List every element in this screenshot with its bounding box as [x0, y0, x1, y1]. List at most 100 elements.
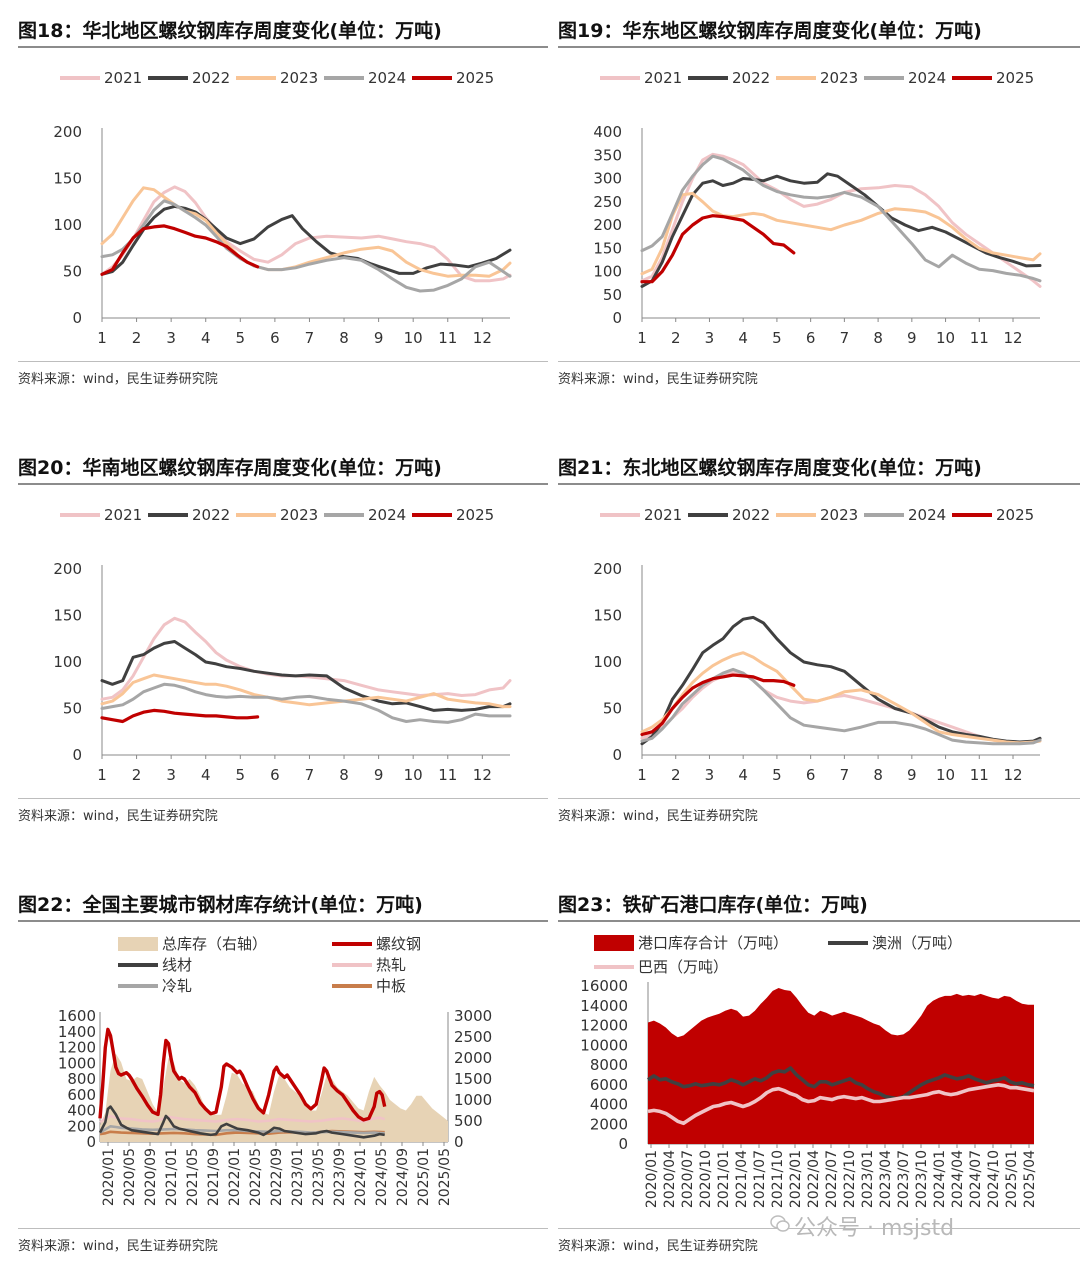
y-tick-label-left: 1200: [58, 1039, 96, 1057]
x-tick-label: 7: [305, 329, 315, 347]
series-line-2023: [100, 673, 512, 709]
x-tick-label: 2021/05: [185, 1148, 201, 1206]
y-tick-label-left: 200: [67, 1117, 96, 1135]
source-rule: [558, 361, 1080, 362]
title-rule: [18, 920, 548, 922]
watermark: 公众号 · msjstd: [794, 1216, 955, 1241]
legend-swatch-总库存（右轴）: [118, 937, 158, 951]
y-tick-label: 6000: [590, 1076, 628, 1094]
y-tick-label-right: 2000: [454, 1049, 492, 1067]
x-tick-label: 2025/01: [416, 1148, 432, 1206]
series-line-2021: [100, 185, 512, 283]
source-note: 资料来源：wind，民生证券研究院: [18, 1239, 218, 1254]
y-tick-label: 12000: [580, 1017, 628, 1035]
y-tick-label: 0: [72, 746, 82, 764]
x-tick-label: 2024/05: [374, 1148, 390, 1206]
x-tick-label: 2: [132, 766, 142, 784]
x-tick-label: 2022/01: [227, 1148, 243, 1206]
y-tick-label-left: 800: [67, 1070, 96, 1088]
x-tick-label: 9: [907, 766, 917, 784]
x-tick-label: 2022/04: [806, 1150, 822, 1208]
series-line-2022: [100, 640, 512, 712]
legend-label-总库存（右轴）: 总库存（右轴）: [162, 935, 267, 953]
y-tick-label-left: 400: [67, 1102, 96, 1120]
title-rule: [558, 483, 1080, 485]
x-tick-label: 9: [907, 329, 917, 347]
y-tick-label: 200: [53, 123, 82, 141]
y-tick-label: 0: [72, 309, 82, 327]
y-tick-label: 150: [593, 239, 622, 257]
title-rule: [558, 920, 1080, 922]
y-tick-label-left: 0: [86, 1133, 96, 1151]
x-tick-label: 12: [473, 329, 492, 347]
x-tick-label: 9: [374, 766, 384, 784]
x-tick-label: 2022/01: [788, 1150, 804, 1208]
x-tick-label: 2: [132, 329, 142, 347]
series-line-线材: [98, 1105, 385, 1139]
series-line-2025: [100, 708, 260, 724]
series-line-2024: [640, 154, 1042, 283]
x-tick-label: 9: [374, 329, 384, 347]
chart-title: 图18：华北地区螺纹钢库存周度变化(单位：万吨): [18, 20, 442, 42]
x-tick-label: 12: [1003, 329, 1022, 347]
x-tick-label: 4: [201, 766, 211, 784]
source-rule: [558, 798, 1080, 799]
source-note: 资料来源：wind，民生证券研究院: [18, 372, 218, 387]
series-line-2023: [640, 191, 1042, 276]
title-rule: [558, 46, 1080, 48]
x-tick-label: 2022/05: [248, 1148, 264, 1206]
x-tick-label: 10: [936, 766, 955, 784]
x-tick-label: 4: [738, 766, 748, 784]
x-tick-label: 2021/07: [752, 1150, 768, 1208]
x-tick-label: 1: [97, 329, 107, 347]
x-tick-label: 2020/10: [698, 1150, 714, 1208]
x-tick-label: 2022/07: [824, 1150, 840, 1208]
source-rule: [18, 798, 548, 799]
x-tick-label: 2020/07: [680, 1150, 696, 1208]
series-line-2025: [640, 214, 796, 284]
x-tick-label: 2024/07: [968, 1150, 984, 1208]
legend-label-港口库存合计（万吨）: 港口库存合计（万吨）: [638, 934, 788, 952]
chart-title: 图19：华东地区螺纹钢库存周度变化(单位：万吨): [558, 20, 982, 42]
legend-label-2023: 2023: [280, 506, 318, 524]
x-tick-label: 7: [840, 329, 850, 347]
x-tick-label: 5: [236, 766, 246, 784]
source-note: 资料来源：wind，民生证券研究院: [558, 1239, 758, 1254]
legend-label-2024: 2024: [908, 506, 946, 524]
x-tick-label: 2025/01: [1004, 1150, 1020, 1208]
y-tick-label-left: 1600: [58, 1007, 96, 1025]
legend-label-2022: 2022: [192, 69, 230, 87]
source-note: 资料来源：wind，民生证券研究院: [18, 809, 218, 824]
x-tick-label: 6: [806, 329, 816, 347]
legend-label-2025: 2025: [996, 69, 1034, 87]
x-tick-label: 7: [840, 766, 850, 784]
series-line-2024: [640, 667, 1042, 746]
legend-label-中板: 中板: [376, 977, 406, 995]
legend-label-2025: 2025: [996, 506, 1034, 524]
x-tick-label: 1: [97, 766, 107, 784]
x-tick-label: 2022/09: [269, 1148, 285, 1206]
y-tick-label: 0: [612, 746, 622, 764]
y-tick-label: 200: [593, 560, 622, 578]
source-rule: [18, 1228, 548, 1229]
x-tick-label: 12: [1003, 766, 1022, 784]
source-note: 资料来源：wind，民生证券研究院: [558, 372, 758, 387]
x-tick-label: 3: [166, 766, 176, 784]
chart-panel-fig18: 图18：华北地区螺纹钢库存周度变化(单位：万吨) 2021 2022 2023 202…: [18, 16, 548, 396]
y-tick-label: 8000: [590, 1056, 628, 1074]
x-tick-label: 10: [404, 329, 423, 347]
series-line-2022: [100, 204, 512, 276]
y-tick-label: 10000: [580, 1036, 628, 1054]
x-tick-label: 6: [270, 766, 280, 784]
x-tick-label: 4: [738, 329, 748, 347]
series-line-螺纹钢: [98, 1027, 387, 1122]
x-tick-label: 11: [970, 329, 989, 347]
y-tick-label: 50: [603, 286, 622, 304]
x-tick-label: 2021/01: [164, 1148, 180, 1206]
y-tick-label: 350: [593, 146, 622, 164]
x-tick-label: 2023/10: [914, 1150, 930, 1208]
x-tick-label: 2023/01: [290, 1148, 306, 1206]
